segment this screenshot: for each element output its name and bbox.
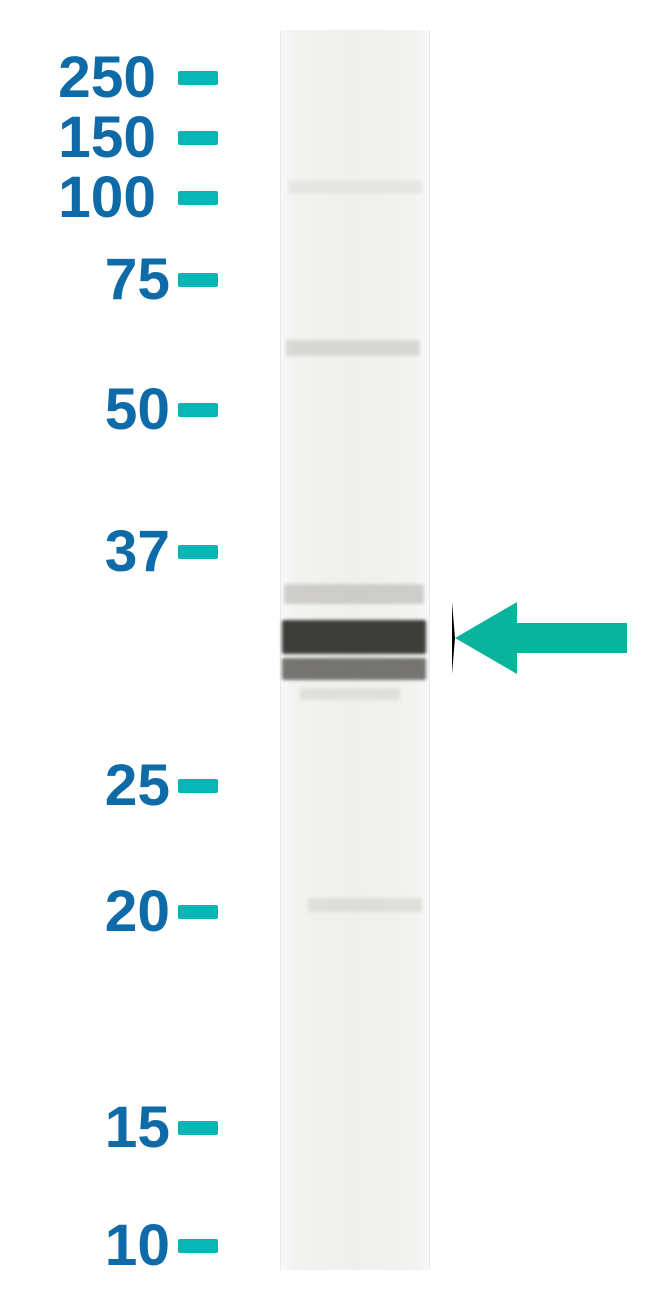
marker-tick-icon	[178, 71, 218, 85]
arrow-tail-icon	[517, 623, 627, 653]
marker-label: 15	[30, 1099, 170, 1158]
marker-label: 25	[30, 757, 170, 816]
marker-tick-icon	[178, 779, 218, 793]
marker-tick-icon	[178, 191, 218, 205]
protein-band	[282, 658, 426, 680]
marker-label: 37	[30, 523, 170, 582]
marker-tick-icon	[178, 1239, 218, 1253]
target-band-arrow-icon	[452, 602, 627, 674]
protein-band	[308, 898, 422, 912]
marker-label: 100	[16, 169, 156, 228]
marker-tick-icon	[178, 1121, 218, 1135]
marker-tick-icon	[178, 545, 218, 559]
protein-band	[282, 620, 426, 654]
protein-band	[284, 584, 424, 604]
protein-band	[300, 688, 400, 700]
marker-label: 50	[30, 381, 170, 440]
marker-label: 20	[30, 883, 170, 942]
marker-tick-icon	[178, 905, 218, 919]
western-blot-figure: 250150100 75 50 37 25 20 15 10	[0, 0, 650, 1300]
marker-label: 10	[30, 1217, 170, 1276]
marker-tick-icon	[178, 273, 218, 287]
protein-band	[288, 180, 422, 194]
protein-band	[286, 340, 420, 356]
marker-label: 75	[30, 251, 170, 310]
marker-tick-icon	[178, 131, 218, 145]
marker-label: 250	[16, 49, 156, 108]
marker-label: 150	[16, 109, 156, 168]
marker-tick-icon	[178, 403, 218, 417]
arrow-head-icon	[452, 602, 517, 674]
